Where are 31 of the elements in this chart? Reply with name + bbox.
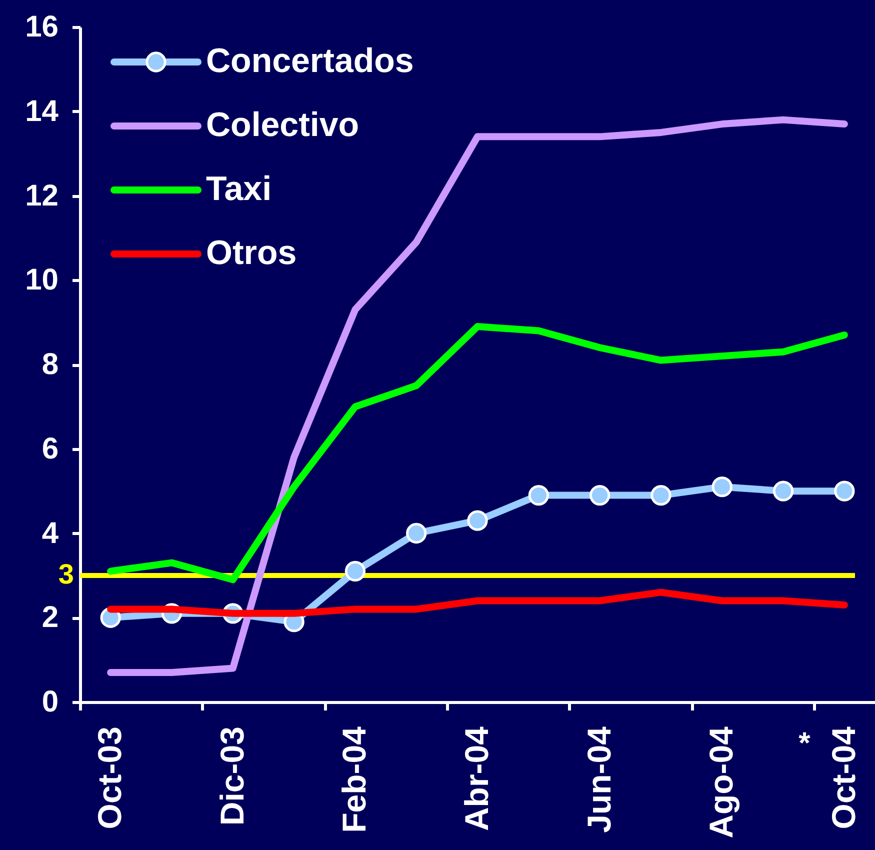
y-tick-label: 10 [25, 264, 58, 297]
y-tick-label: 8 [42, 348, 58, 381]
point [344, 560, 366, 582]
point [467, 510, 488, 531]
point [650, 484, 672, 506]
point [834, 480, 855, 502]
y-tick-label: 4 [42, 516, 59, 550]
x-tick-label: Ago-04 [702, 726, 740, 838]
legend-label: Otros [206, 234, 297, 272]
y-tick-label: 6 [42, 432, 58, 466]
y-tick-label: 12 [25, 179, 58, 212]
legend-label: Concertados [206, 42, 414, 80]
x-tick-label: Abr-04 [458, 726, 495, 832]
text: * [798, 727, 811, 760]
x-tick-label: Jun-04 [580, 726, 618, 833]
x-tick-label: Feb-04 [336, 726, 373, 833]
x-tick-label: Oct-03 [91, 726, 128, 830]
y-tick-label: 16 [25, 10, 58, 44]
point [406, 522, 427, 544]
x-tick-label: Dic-03 [213, 726, 250, 826]
y-tick-label: 0 [42, 686, 58, 718]
x-tick-label: Oct-04 [824, 726, 862, 830]
point [589, 484, 610, 506]
legend-label: Colectivo [206, 106, 360, 144]
y-tick-label: 2 [42, 601, 58, 634]
ref-line-label: 3 [58, 558, 74, 590]
y-tick-label: 14 [25, 94, 59, 128]
point [772, 480, 794, 502]
point [712, 476, 732, 498]
point [528, 484, 549, 506]
legend-label: Taxi [206, 170, 272, 208]
